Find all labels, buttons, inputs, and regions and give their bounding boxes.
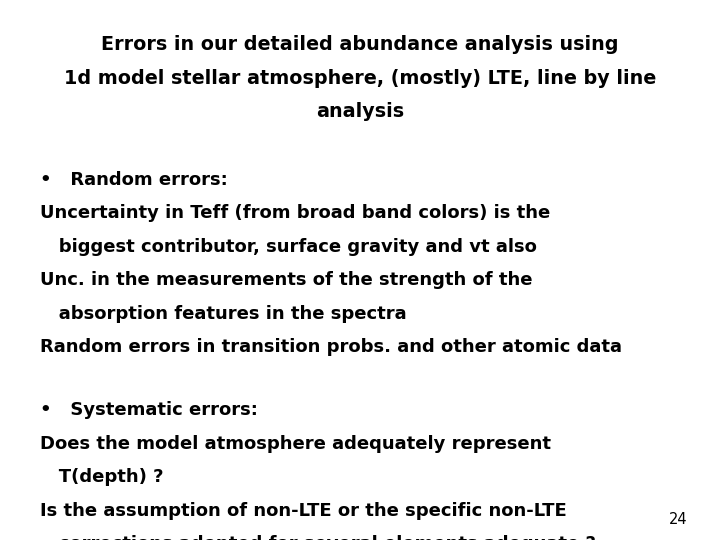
Text: analysis: analysis [316,102,404,121]
Text: Random errors in transition probs. and other atomic data: Random errors in transition probs. and o… [40,338,621,356]
Text: biggest contributor, surface gravity and vt also: biggest contributor, surface gravity and… [40,238,536,255]
Text: absorption features in the spectra: absorption features in the spectra [40,305,406,322]
Text: Is the assumption of non-LTE or the specific non-LTE: Is the assumption of non-LTE or the spec… [40,502,567,519]
Text: •   Random errors:: • Random errors: [40,171,228,188]
Text: Unc. in the measurements of the strength of the: Unc. in the measurements of the strength… [40,271,532,289]
Text: T(depth) ?: T(depth) ? [40,468,163,486]
Text: 1d model stellar atmosphere, (mostly) LTE, line by line: 1d model stellar atmosphere, (mostly) LT… [64,69,656,87]
Text: •   Systematic errors:: • Systematic errors: [40,401,258,419]
Text: Uncertainty in Teff (from broad band colors) is the: Uncertainty in Teff (from broad band col… [40,204,550,222]
Text: Does the model atmosphere adequately represent: Does the model atmosphere adequately rep… [40,435,551,453]
Text: Errors in our detailed abundance analysis using: Errors in our detailed abundance analysi… [102,35,618,54]
Text: 24: 24 [669,511,688,526]
Text: corrections adopted for several elements adequate ?: corrections adopted for several elements… [40,535,595,540]
